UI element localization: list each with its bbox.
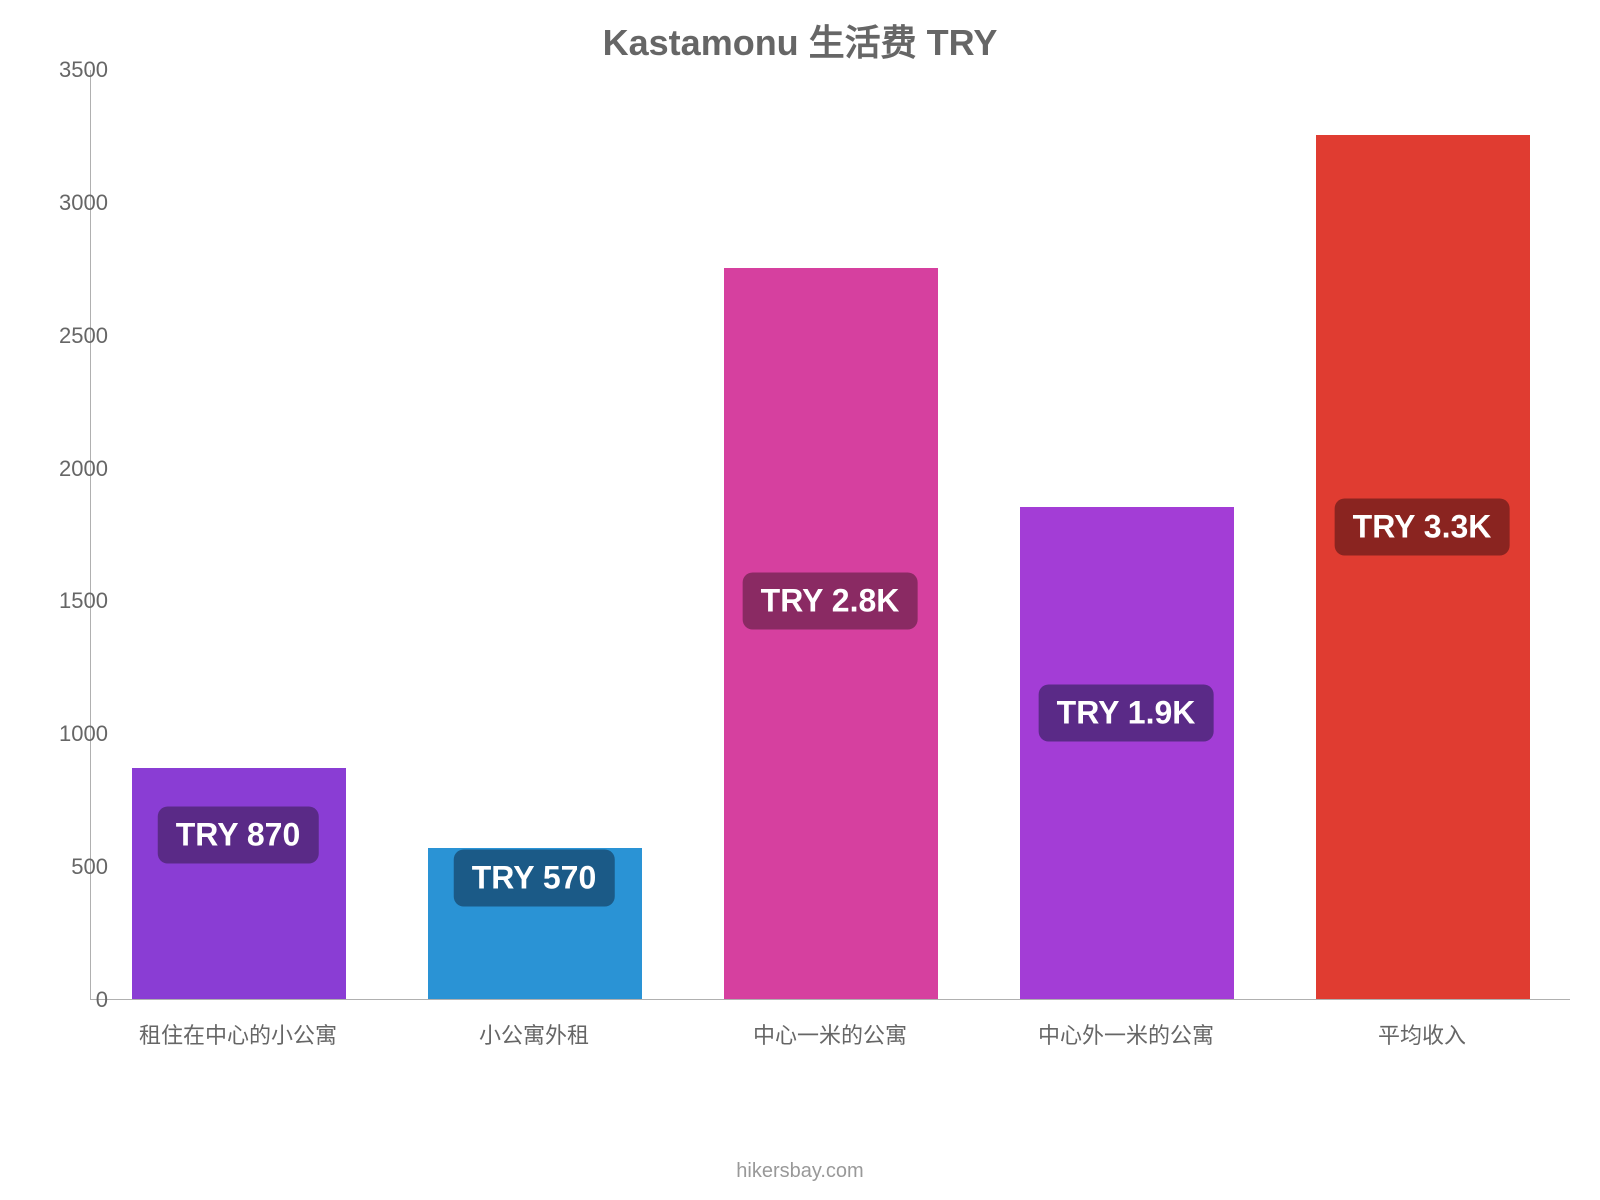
y-tick-label: 3500 (28, 57, 108, 83)
y-tick-label: 0 (28, 987, 108, 1013)
x-tick-label: 中心外一米的公寓 (1038, 1018, 1214, 1050)
y-tick-label: 500 (28, 854, 108, 880)
chart-title: Kastamonu 生活费 TRY (0, 14, 1600, 66)
bar-value-badge: TRY 570 (454, 849, 615, 906)
y-tick-label: 2500 (28, 323, 108, 349)
x-tick-label: 租住在中心的小公寓 (139, 1018, 337, 1050)
y-tick-label: 1000 (28, 721, 108, 747)
y-tick-label: 1500 (28, 588, 108, 614)
footer-credit: hikersbay.com (0, 1160, 1600, 1183)
bar (724, 268, 937, 999)
y-tick-label: 3000 (28, 190, 108, 216)
bar (1020, 507, 1233, 999)
bar-value-badge: TRY 870 (158, 807, 319, 864)
bar-value-badge: TRY 3.3K (1335, 499, 1510, 556)
x-tick-label: 小公寓外租 (479, 1018, 589, 1050)
x-tick-label: 中心一米的公寓 (753, 1018, 907, 1050)
bar-value-badge: TRY 1.9K (1039, 685, 1214, 742)
y-tick-label: 2000 (28, 456, 108, 482)
bar-value-badge: TRY 2.8K (743, 573, 918, 630)
x-tick-label: 平均收入 (1378, 1018, 1466, 1050)
bar (132, 768, 345, 999)
bar (1316, 135, 1529, 999)
chart-container: Kastamonu 生活费 TRY hikersbay.com 0 500 1000… (0, 0, 1600, 1200)
